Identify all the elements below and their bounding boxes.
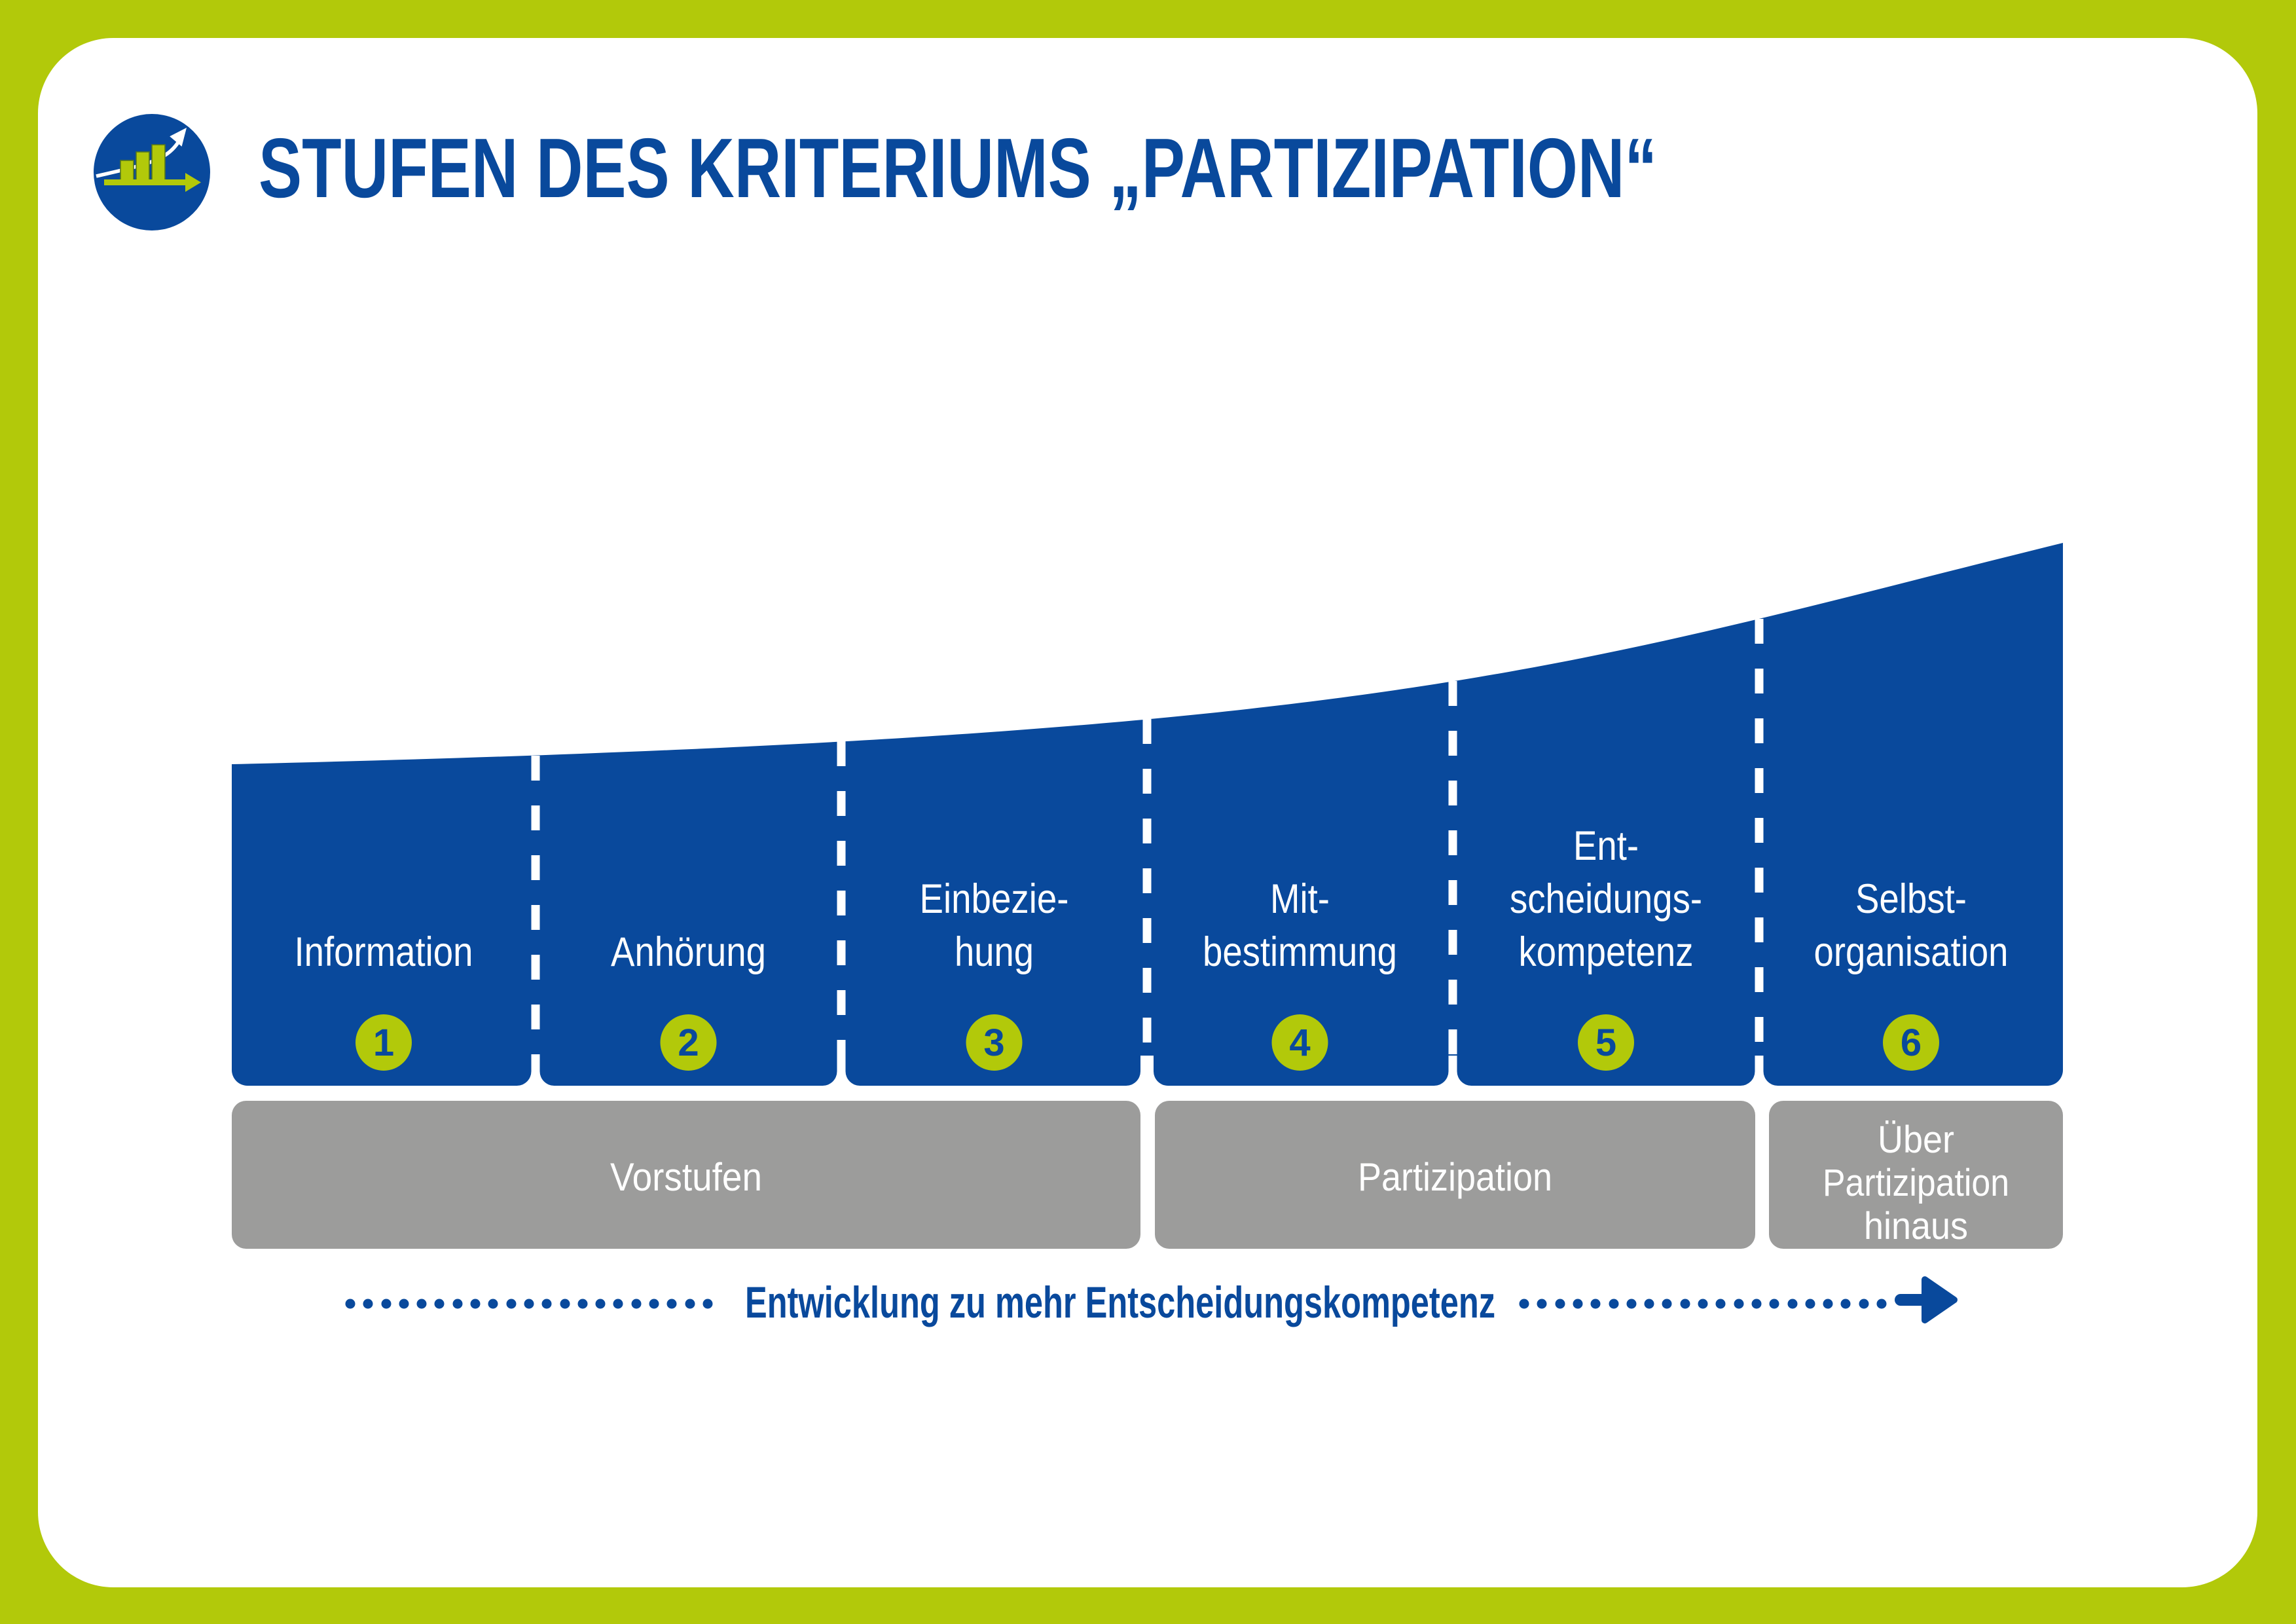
svg-text:3: 3 [983, 1022, 1004, 1064]
svg-text:bestimmung: bestimmung [1203, 929, 1397, 975]
svg-text:Information: Information [295, 929, 473, 975]
svg-text:Vorstufen: Vorstufen [610, 1155, 762, 1199]
svg-text:hung: hung [955, 929, 1034, 975]
svg-text:STUFEN DES KRITERIUMS „PARTIZI: STUFEN DES KRITERIUMS „PARTIZIPATION“ [259, 121, 1657, 215]
svg-text:Mit-: Mit- [1270, 876, 1330, 922]
svg-text:Selbst-: Selbst- [1855, 876, 1967, 922]
svg-text:hinaus: hinaus [1864, 1205, 1968, 1247]
svg-text:Über: Über [1878, 1118, 1954, 1161]
svg-text:Einbezie-: Einbezie- [920, 876, 1069, 922]
svg-text:organisation: organisation [1814, 929, 2009, 975]
svg-text:5: 5 [1595, 1022, 1616, 1064]
svg-text:4: 4 [1289, 1022, 1310, 1064]
svg-text:Partizipation: Partizipation [1358, 1155, 1552, 1199]
svg-text:Anhörung: Anhörung [611, 929, 766, 975]
svg-text:scheidungs-: scheidungs- [1510, 876, 1702, 922]
svg-text:Partizipation: Partizipation [1823, 1162, 2009, 1204]
svg-text:2: 2 [678, 1022, 699, 1064]
svg-text:1: 1 [373, 1022, 394, 1064]
svg-text:Entwicklung zu mehr Entscheidu: Entwicklung zu mehr Entscheidungskompete… [745, 1278, 1495, 1327]
svg-text:6: 6 [1901, 1022, 1922, 1064]
svg-text:Ent-: Ent- [1573, 823, 1639, 869]
svg-text:kompetenz: kompetenz [1519, 929, 1694, 975]
